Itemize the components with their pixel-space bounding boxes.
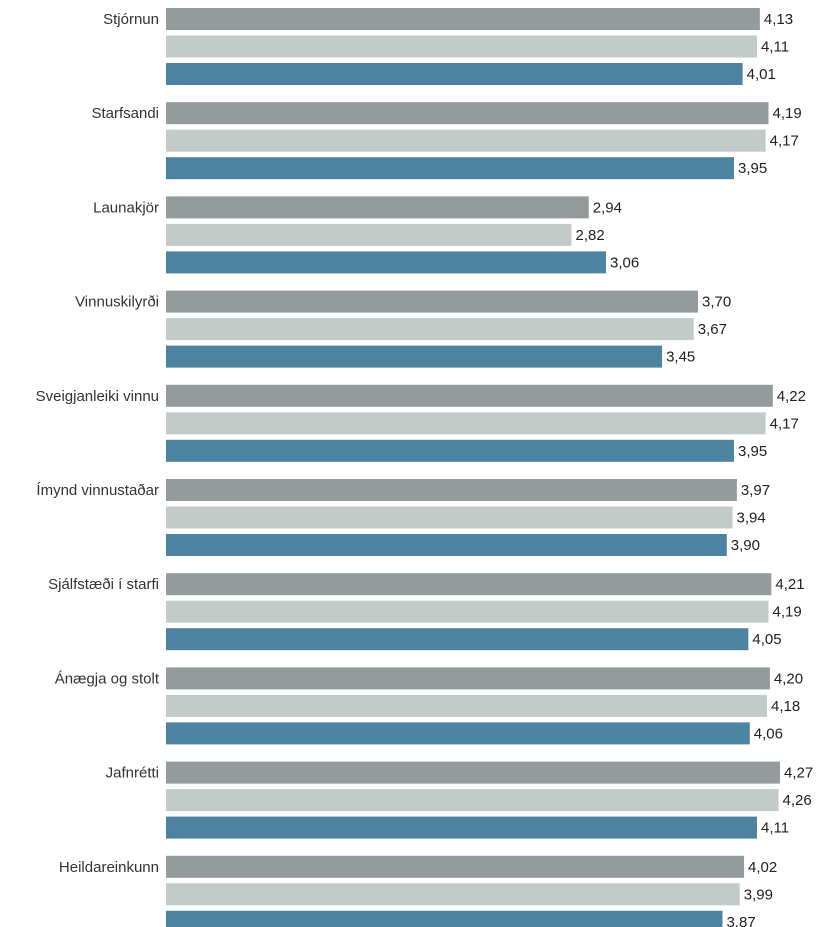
data-label: 3,70 <box>702 294 731 311</box>
data-label: 4,19 <box>772 105 801 122</box>
data-label: 2,82 <box>575 227 604 244</box>
bar <box>166 910 723 927</box>
data-label: 4,02 <box>748 859 777 876</box>
category-label: Sveigjanleiki vinnu <box>36 388 159 405</box>
bar <box>166 573 772 596</box>
bar <box>166 883 740 906</box>
category-label: Vinnuskilyrði <box>75 294 159 311</box>
category-label: Ánægja og stolt <box>55 670 160 687</box>
data-label: 3,90 <box>731 537 760 554</box>
bar <box>166 345 663 368</box>
bar <box>166 8 760 30</box>
bar <box>166 816 757 839</box>
bar <box>166 479 737 501</box>
data-label: 2,94 <box>593 199 622 216</box>
bar <box>166 855 745 878</box>
data-label: 3,97 <box>741 482 770 499</box>
bar <box>166 196 589 219</box>
data-label: 4,18 <box>771 698 800 715</box>
bar <box>166 534 727 556</box>
data-label: 4,06 <box>754 725 783 742</box>
bar <box>166 722 750 745</box>
bar <box>166 384 773 407</box>
bar <box>166 667 770 690</box>
bar <box>166 318 694 341</box>
data-label: 3,45 <box>666 349 695 366</box>
category-label: Jafnrétti <box>106 765 159 782</box>
bar <box>166 223 572 246</box>
category-label: Sjálfstæði í starfi <box>48 576 159 593</box>
bar <box>166 789 779 812</box>
data-label: 3,94 <box>737 510 766 527</box>
data-label: 4,21 <box>775 576 804 593</box>
data-label: 3,95 <box>738 160 767 177</box>
bar <box>166 694 768 717</box>
data-label: 4,11 <box>761 820 789 837</box>
bar <box>166 600 769 623</box>
data-label: 3,67 <box>698 321 727 338</box>
data-label: 4,19 <box>772 604 801 621</box>
bar <box>166 35 757 58</box>
data-label: 3,06 <box>610 254 639 271</box>
category-label: Ímynd vinnustaðar <box>36 482 159 499</box>
bar <box>166 102 769 125</box>
bar <box>166 761 780 784</box>
bar <box>166 439 734 462</box>
data-label: 4,20 <box>774 670 803 687</box>
bar <box>166 251 607 274</box>
bar <box>166 63 743 85</box>
data-label: 4,11 <box>761 39 789 56</box>
data-label: 4,26 <box>783 792 812 809</box>
data-label: 4,05 <box>752 631 781 648</box>
data-label: 4,27 <box>784 765 813 782</box>
data-label: 4,17 <box>770 133 799 150</box>
data-label: 3,87 <box>726 914 755 927</box>
data-label: 3,99 <box>744 886 773 903</box>
data-label: 4,01 <box>747 66 776 83</box>
bar <box>166 129 766 152</box>
data-label: 3,95 <box>738 443 767 460</box>
data-label: 4,13 <box>764 11 793 28</box>
bar <box>166 290 699 313</box>
category-label: Starfsandi <box>91 105 159 122</box>
category-label: Launakjör <box>93 199 159 216</box>
category-label: Stjórnun <box>103 11 159 28</box>
bar <box>166 157 734 180</box>
bar <box>166 412 766 435</box>
data-label: 4,22 <box>777 388 806 405</box>
bar <box>166 506 733 529</box>
category-label: Heildareinkunn <box>59 859 159 876</box>
data-label: 4,17 <box>770 415 799 432</box>
bar <box>166 628 749 651</box>
